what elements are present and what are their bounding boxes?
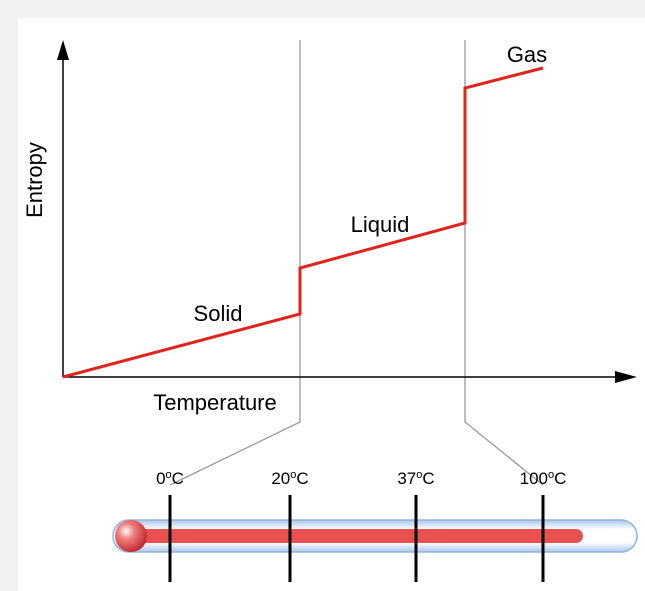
tick-label-number: 20 xyxy=(271,469,290,488)
phase-label: Solid xyxy=(194,301,243,326)
tick-label-unit: C xyxy=(422,469,434,488)
thermometer-bulb xyxy=(115,520,147,552)
tick-label: 20oC xyxy=(271,469,308,488)
tick-label-number: 100 xyxy=(520,469,548,488)
y-axis-label: Entropy xyxy=(22,142,47,218)
panel xyxy=(18,18,645,591)
tick-label-unit: C xyxy=(554,469,566,488)
tick-label-unit: C xyxy=(296,469,308,488)
tick-label: 100oC xyxy=(520,469,567,488)
phase-label: Liquid xyxy=(351,212,410,237)
page: Entropy Temperature Solid Liquid Gas 0oC… xyxy=(0,0,645,591)
x-axis-label: Temperature xyxy=(153,390,277,415)
phase-label: Gas xyxy=(507,42,547,67)
thermometer-fill xyxy=(135,529,583,543)
tick-label-unit: C xyxy=(172,469,184,488)
tick-label: 37oC xyxy=(397,469,434,488)
diagram: Entropy Temperature Solid Liquid Gas 0oC… xyxy=(0,0,645,591)
tick-label-number: 0 xyxy=(156,469,165,488)
tick-label-number: 37 xyxy=(397,469,416,488)
